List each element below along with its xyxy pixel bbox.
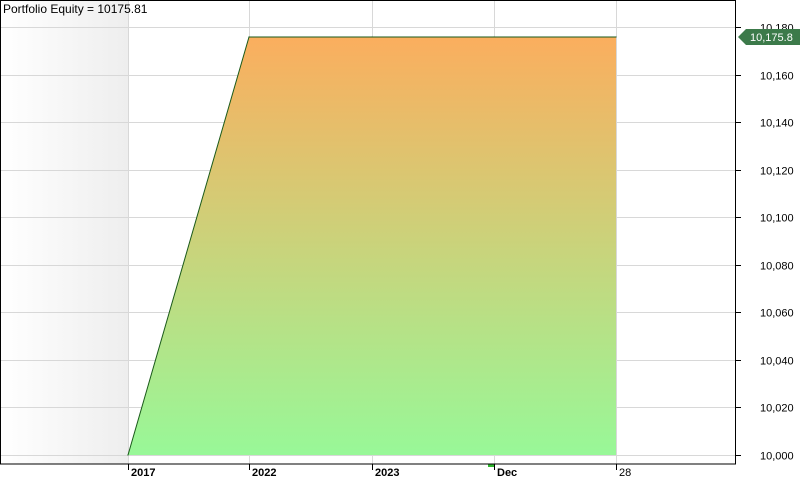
last-value-marker: 10,175.8 bbox=[738, 28, 800, 45]
y-tick-label: 10,120 bbox=[760, 166, 794, 178]
y-tick-label: 10,060 bbox=[760, 308, 794, 320]
equity-point bbox=[493, 36, 495, 38]
y-tick-label: 10,020 bbox=[760, 403, 794, 415]
cursor-tick bbox=[488, 464, 494, 467]
chart-title: Portfolio Equity = 10175.81 bbox=[3, 2, 148, 16]
y-tick-label: 10,140 bbox=[760, 118, 794, 130]
x-tick-label: 2017 bbox=[131, 467, 155, 479]
y-tick-label: 10,040 bbox=[760, 356, 794, 368]
x-tick-label: 2023 bbox=[375, 467, 399, 479]
equity-point bbox=[371, 36, 373, 38]
y-axis: 10,000 10,020 10,040 10,060 10,080 10,100 10,1… bbox=[736, 23, 794, 463]
x-axis: 2017 2022 2023 Dec 28 bbox=[128, 464, 631, 479]
last-value-badge bbox=[738, 28, 800, 45]
y-tick-label: 10,000 bbox=[760, 451, 794, 463]
x-tick-label: 28 bbox=[619, 467, 631, 479]
equity-area-layer bbox=[127, 36, 617, 456]
y-tick-label: 10,160 bbox=[760, 71, 794, 83]
equity-point bbox=[248, 36, 250, 38]
y-tick-label: 10,100 bbox=[760, 213, 794, 225]
x-tick-label: 2022 bbox=[252, 467, 276, 479]
equity-point bbox=[127, 454, 129, 456]
x-tick-label: Dec bbox=[497, 467, 517, 479]
pre-data-shade bbox=[0, 0, 128, 464]
equity-point bbox=[615, 36, 617, 38]
equity-area bbox=[128, 36, 616, 456]
last-value-label: 10,175.8 bbox=[750, 32, 793, 44]
plot-border bbox=[0, 0, 736, 465]
y-tick-label: 10,080 bbox=[760, 261, 794, 273]
